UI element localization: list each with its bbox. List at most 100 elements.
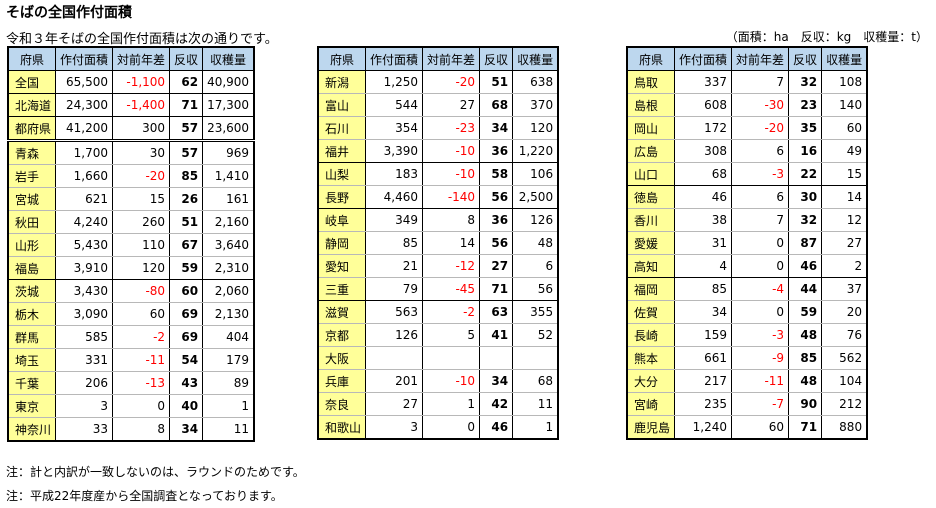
area-cell: 126 — [365, 323, 423, 347]
table-row: 静岡 85 14 56 48 — [317, 231, 559, 255]
pref-cell: 富山 — [317, 93, 366, 117]
diff-cell: -1,400 — [112, 93, 170, 117]
units-note: （面積：ha 反収：kg 収穫量：t） — [725, 30, 928, 44]
area-cell: 79 — [365, 277, 423, 301]
pref-cell: 青森 — [7, 140, 56, 165]
table-row: 徳島 46 6 30 14 — [626, 185, 868, 209]
pref-cell: 山形 — [7, 233, 56, 257]
area-cell: 308 — [674, 139, 732, 163]
harvest-cell: 1 — [512, 415, 559, 440]
area-cell: 3,090 — [55, 302, 113, 326]
harvest-cell: 106 — [512, 162, 559, 186]
pref-cell: 岐阜 — [317, 208, 366, 232]
pref-cell: 福岡 — [626, 277, 675, 301]
pref-cell: 宮城 — [7, 187, 56, 211]
col-header-pref: 府県 — [7, 47, 56, 71]
yield-cell: 62 — [169, 70, 203, 94]
page-subtitle: 令和３年そばの全国作付面積は次の通りです。 — [6, 32, 278, 47]
harvest-cell: 104 — [821, 369, 868, 393]
area-cell: 5,430 — [55, 233, 113, 257]
diff-cell: -11 — [112, 348, 170, 372]
table-row: 滋賀 563 -2 63 355 — [317, 300, 559, 324]
area-cell: 337 — [674, 70, 732, 94]
diff-cell — [422, 346, 480, 370]
pref-cell: 山梨 — [317, 162, 366, 186]
table-row: 福岡 85 -4 44 37 — [626, 277, 868, 301]
pref-cell: 新潟 — [317, 70, 366, 94]
yield-cell: 57 — [169, 116, 203, 142]
area-cell: 31 — [674, 231, 732, 255]
diff-cell: -13 — [112, 371, 170, 395]
harvest-cell: 108 — [821, 70, 868, 94]
footnote: 注：平成22年度産から全国調査となっております。 — [6, 489, 283, 503]
table-region-1: 府県 作付面積 対前年差 反収 収穫量 全国 65,500 -1,100 62 40,9… — [7, 46, 256, 442]
area-cell: 608 — [674, 93, 732, 117]
diff-cell: 5 — [422, 323, 480, 347]
pref-cell: 佐賀 — [626, 300, 675, 324]
table-row: 全国 65,500 -1,100 62 40,900 — [7, 70, 255, 94]
col-header-yield: 反収 — [479, 47, 513, 71]
table-row: 兵庫 201 -10 34 68 — [317, 369, 559, 393]
table-row: 茨城 3,430 -80 60 2,060 — [7, 279, 255, 303]
table-row: 鹿児島 1,240 60 71 880 — [626, 415, 868, 440]
harvest-cell: 17,300 — [202, 93, 255, 117]
harvest-cell: 11 — [512, 392, 559, 416]
col-header-harvest: 収穫量 — [202, 47, 255, 71]
col-header-yield: 反収 — [169, 47, 203, 71]
area-cell: 27 — [365, 392, 423, 416]
area-cell: 217 — [674, 369, 732, 393]
yield-cell: 46 — [479, 415, 513, 440]
diff-cell: -3 — [731, 323, 789, 347]
pref-cell: 奈良 — [317, 392, 366, 416]
table-row: 福井 3,390 -10 36 1,220 — [317, 139, 559, 163]
diff-cell: 7 — [731, 208, 789, 232]
table-row: 京都 126 5 41 52 — [317, 323, 559, 347]
table-row: 香川 38 7 32 12 — [626, 208, 868, 232]
pref-cell: 高知 — [626, 254, 675, 278]
table-row: 岐阜 349 8 36 126 — [317, 208, 559, 232]
harvest-cell: 2,060 — [202, 279, 255, 303]
diff-cell: 27 — [422, 93, 480, 117]
yield-cell: 87 — [788, 231, 822, 255]
col-header-harvest: 収穫量 — [512, 47, 559, 71]
table-row: 大阪 — [317, 346, 559, 370]
col-header-diff: 対前年差 — [112, 47, 170, 71]
diff-cell: 0 — [422, 415, 480, 440]
diff-cell: -20 — [112, 164, 170, 188]
yield-cell: 34 — [169, 417, 203, 442]
harvest-cell: 161 — [202, 187, 255, 211]
diff-cell: 0 — [731, 231, 789, 255]
diff-cell: 260 — [112, 210, 170, 234]
harvest-cell: 355 — [512, 300, 559, 324]
table-row: 青森 1,700 30 57 969 — [7, 140, 255, 165]
yield-cell: 57 — [169, 140, 203, 165]
pref-cell: 茨城 — [7, 279, 56, 303]
area-cell: 33 — [55, 417, 113, 442]
table-row: 鳥取 337 7 32 108 — [626, 70, 868, 94]
diff-cell: -23 — [422, 116, 480, 140]
pref-cell: 長崎 — [626, 323, 675, 347]
yield-cell: 71 — [169, 93, 203, 117]
harvest-cell: 120 — [512, 116, 559, 140]
area-cell: 331 — [55, 348, 113, 372]
area-cell: 1,250 — [365, 70, 423, 94]
yield-cell: 54 — [169, 348, 203, 372]
area-cell: 563 — [365, 300, 423, 324]
pref-cell: 北海道 — [7, 93, 56, 117]
harvest-cell: 2,160 — [202, 210, 255, 234]
harvest-cell: 49 — [821, 139, 868, 163]
yield-cell: 23 — [788, 93, 822, 117]
harvest-cell: 140 — [821, 93, 868, 117]
pref-cell: 愛媛 — [626, 231, 675, 255]
area-cell: 3,430 — [55, 279, 113, 303]
diff-cell: -20 — [422, 70, 480, 94]
pref-cell: 熊本 — [626, 346, 675, 370]
diff-cell: -10 — [422, 369, 480, 393]
yield-cell: 56 — [479, 185, 513, 209]
diff-cell: -140 — [422, 185, 480, 209]
area-cell: 24,300 — [55, 93, 113, 117]
diff-cell: 8 — [422, 208, 480, 232]
harvest-cell: 6 — [512, 254, 559, 278]
area-cell: 1,700 — [55, 140, 113, 165]
yield-cell: 34 — [479, 116, 513, 140]
